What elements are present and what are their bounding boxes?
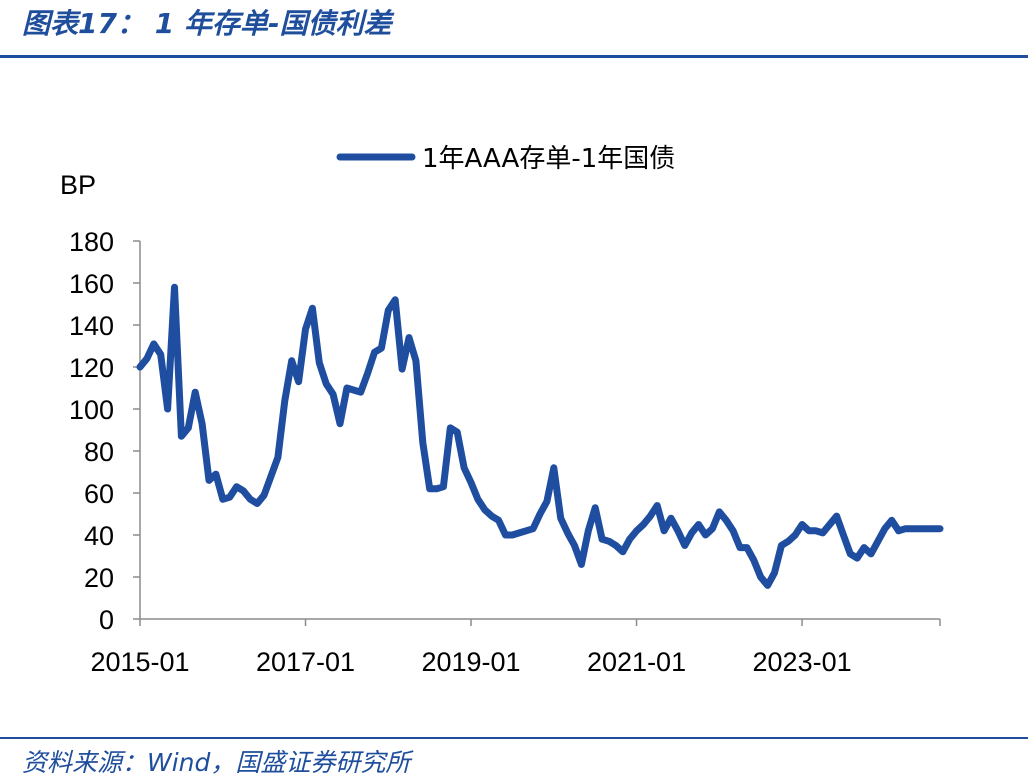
y-tick-label: 0 [99,605,114,635]
series-line [136,283,944,589]
title-rule [0,55,1028,58]
y-axis-unit-label: BP [60,170,96,200]
series-layer [136,283,944,589]
legend-label: 1年AAA存单-1年国债 [422,144,675,174]
figure-title: 图表17： 1 年存单-国债利差 [22,7,392,40]
source-note: 资料来源：Wind，国盛证券研究所 [22,748,411,777]
y-axis: 0 20 40 60 80 100 120 140 160 180 [69,227,141,635]
y-tick-label: 140 [69,311,114,341]
x-axis: 2015-01 2017-01 2019-01 2021-01 2023-01 [90,618,941,677]
legend: 1年AAA存单-1年国债 [336,144,675,174]
y-tick-label: 100 [69,395,114,425]
x-tick-label: 2019-01 [421,647,520,677]
x-tick-label: 2017-01 [256,647,355,677]
x-tick-label: 2015-01 [90,647,189,677]
y-tick-label: 180 [69,227,114,257]
y-tick-label: 80 [84,437,114,467]
x-tick-label: 2023-01 [753,647,852,677]
x-tick-label: 2021-01 [587,647,686,677]
y-tick-label: 60 [84,479,114,509]
y-tick-label: 40 [84,521,114,551]
y-tick-label: 20 [84,563,114,593]
y-tick-label: 160 [69,269,114,299]
y-tick-label: 120 [69,353,114,383]
source-rule [0,737,1028,739]
